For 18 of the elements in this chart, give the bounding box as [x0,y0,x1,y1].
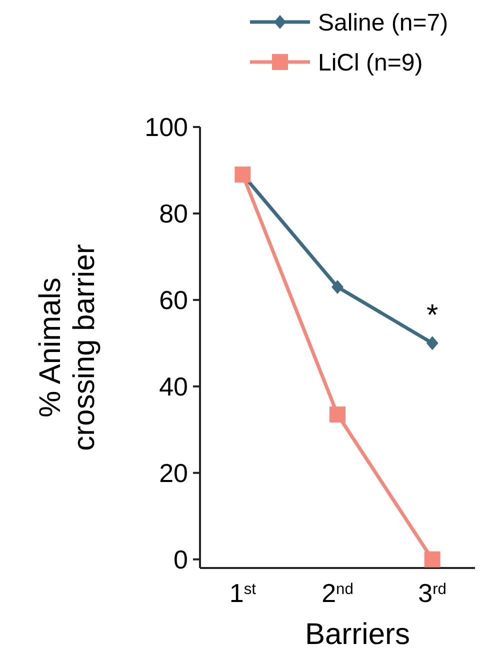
y-axis-title: % Animals crossing barrier [34,244,101,451]
y-tick-label: 100 [144,112,188,142]
x-axis-title: Barriers [304,618,410,651]
point [424,551,440,568]
point [332,280,344,294]
annotation: * [426,299,438,332]
point [426,336,438,350]
x-tick-label: 1$^{st}$ [229,578,257,608]
point [330,406,346,423]
y-tick-label: 0 [174,544,188,574]
legend-label: Saline (n=7) [318,9,448,36]
y-tick-label: 60 [159,285,188,316]
x-tick-label: 2$^{nd}$ [322,578,354,608]
x-tick-label: 3$^{rd}$ [418,578,446,608]
y-tick-label: 40 [159,372,188,402]
y-tick-label: 20 [159,458,188,488]
y-tick-label: 80 [159,198,188,229]
legend-label: LiCl (n=9) [318,49,423,76]
